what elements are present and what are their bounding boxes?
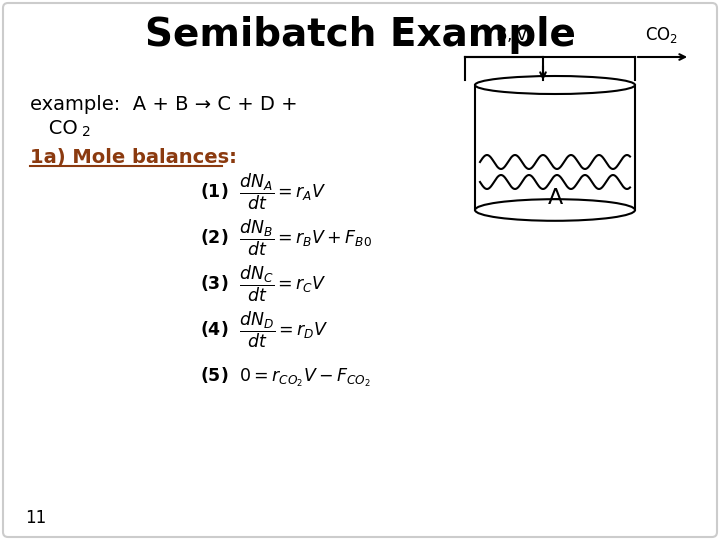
Text: A: A (547, 188, 562, 208)
Text: 11: 11 (25, 509, 46, 527)
Ellipse shape (475, 76, 635, 94)
Text: CO$_2$: CO$_2$ (645, 25, 678, 45)
Text: $\mathbf{(2)}\ \ \dfrac{dN_B}{dt} = r_B V + F_{B0}$: $\mathbf{(2)}\ \ \dfrac{dN_B}{dt} = r_B … (200, 218, 372, 258)
Text: Semibatch Example: Semibatch Example (145, 16, 575, 54)
Text: $\mathbf{(5)}\ \ 0 = r_{CO_2} V - F_{CO_2}$: $\mathbf{(5)}\ \ 0 = r_{CO_2} V - F_{CO_… (200, 366, 371, 389)
Text: B, v$_0$: B, v$_0$ (495, 25, 535, 45)
Text: $\mathbf{(1)}\ \ \dfrac{dN_A}{dt} = r_A V$: $\mathbf{(1)}\ \ \dfrac{dN_A}{dt} = r_A … (200, 172, 326, 212)
Text: CO: CO (30, 118, 78, 138)
Text: 1a) Mole balances:: 1a) Mole balances: (30, 148, 237, 167)
FancyBboxPatch shape (3, 3, 717, 537)
Text: $\mathbf{(3)}\ \ \dfrac{dN_C}{dt} = r_C V$: $\mathbf{(3)}\ \ \dfrac{dN_C}{dt} = r_C … (200, 264, 327, 304)
Bar (475, 85, 635, 210)
Text: example:  A + B → C + D +: example: A + B → C + D + (30, 96, 297, 114)
Text: 2: 2 (82, 125, 91, 139)
Text: $\mathbf{(4)}\ \ \dfrac{dN_D}{dt} = r_D V$: $\mathbf{(4)}\ \ \dfrac{dN_D}{dt} = r_D … (200, 310, 328, 350)
Ellipse shape (475, 199, 635, 221)
